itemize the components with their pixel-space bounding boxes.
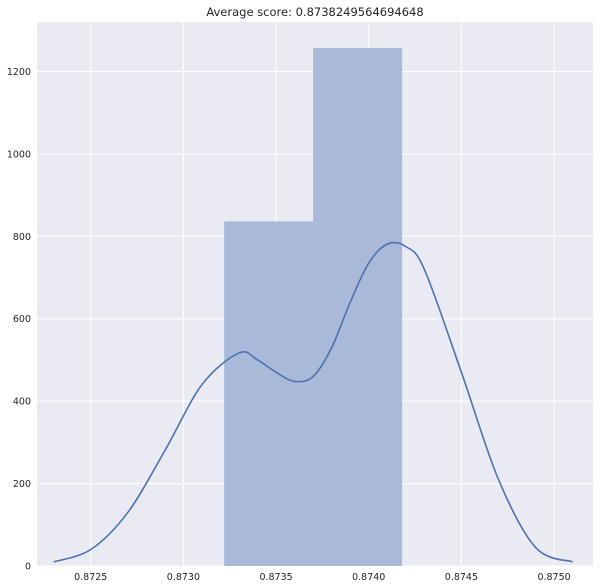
y-tick-label: 400 (13, 397, 31, 408)
y-tick-label: 1200 (7, 67, 31, 78)
x-tick-label: 0.8735 (259, 572, 292, 583)
y-tick-label: 0 (25, 562, 31, 573)
y-tick-label: 600 (13, 314, 31, 325)
x-tick-label: 0.8750 (537, 572, 570, 583)
x-tick-label: 0.8740 (352, 572, 385, 583)
histogram-bars (224, 47, 403, 567)
kde-curve (53, 241, 573, 563)
y-axis-ticks: 0 200 400 600 800 1000 1200 (7, 67, 31, 573)
y-tick-label: 200 (13, 479, 31, 490)
x-axis-ticks: 0.8725 0.8730 0.8735 0.8740 0.8745 0.8750 (74, 572, 571, 583)
y-tick-label: 1000 (7, 149, 31, 160)
x-tick-label: 0.8725 (74, 572, 107, 583)
y-tick-label: 800 (13, 232, 31, 243)
histogram-bar-2 (313, 47, 403, 567)
chart-title: Average score: 0.8738249564694648 (206, 5, 423, 19)
x-tick-label: 0.8730 (167, 572, 200, 583)
x-tick-label: 0.8745 (445, 572, 478, 583)
histogram-bar-1 (224, 221, 314, 566)
